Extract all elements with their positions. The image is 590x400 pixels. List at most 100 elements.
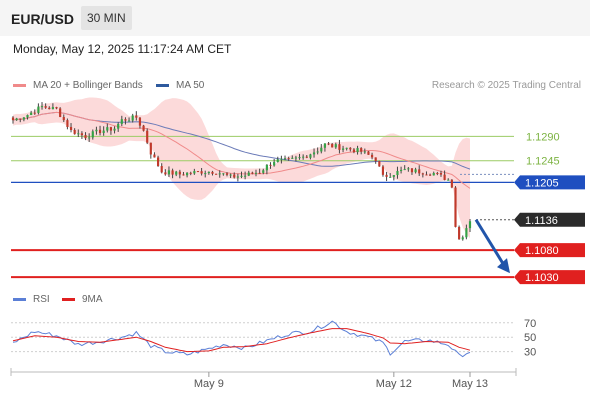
candle-body [138, 117, 142, 126]
candle-body [95, 129, 98, 132]
candle-body [338, 144, 341, 150]
candle-body [59, 108, 62, 118]
candle-body [19, 118, 22, 120]
candle-body [113, 128, 116, 131]
candle-body [124, 119, 127, 121]
candle-body [443, 174, 446, 180]
candle-body [312, 152, 316, 155]
candle-body [370, 154, 374, 158]
level-label-3: 1.1136 [525, 215, 558, 227]
candle-body [320, 147, 323, 152]
candle-body [465, 228, 468, 238]
candle-body [349, 147, 352, 150]
rsi-series-rsi [12, 320, 471, 358]
candle-body [381, 166, 385, 175]
candle-body [102, 130, 105, 134]
level-label-1: 1.1245 [526, 156, 560, 168]
candle-body [258, 172, 261, 174]
candle-body [51, 107, 54, 110]
candle-body [225, 173, 229, 175]
candle-body [429, 174, 432, 176]
level-label-5: 1.1030 [525, 272, 559, 284]
candle-body [77, 133, 80, 135]
candle-body [189, 172, 192, 174]
candle-body [399, 169, 403, 171]
candle-body [262, 170, 265, 173]
candle-body [450, 179, 453, 188]
candle-body [236, 176, 239, 178]
candle-body [363, 151, 366, 153]
candle-body [356, 148, 359, 153]
candle-body [146, 130, 149, 143]
level-tag-3 [514, 212, 585, 227]
candle-body [91, 131, 94, 138]
candle-body [30, 112, 33, 116]
candle-body [316, 151, 319, 153]
candle-body [418, 169, 421, 174]
candle-body [461, 237, 464, 240]
candle-body [454, 187, 457, 227]
candle-body [156, 157, 160, 167]
candle-body [84, 135, 87, 139]
candle-body [378, 161, 381, 167]
forecast-arrow-shaft [474, 218, 506, 266]
bollinger-band [13, 97, 470, 239]
level-label-2: 1.1205 [525, 177, 559, 189]
candle-body [468, 221, 472, 229]
legend-ma50-label: MA 50 [176, 80, 205, 91]
candle-body [269, 164, 272, 166]
legend-9ma: 9MA [62, 294, 103, 305]
ma50-swatch [156, 84, 169, 87]
pair-symbol: EUR/USD [11, 11, 75, 27]
candle-body [265, 164, 268, 171]
candle-body [403, 169, 406, 171]
candle-body [11, 117, 15, 121]
candle-body [127, 120, 131, 122]
candle-body [131, 115, 134, 121]
research-credit: Research © 2025 Trading Central [431, 80, 581, 91]
candle-body [135, 115, 138, 118]
legend-rsi: RSI [13, 294, 50, 305]
candle-body [425, 174, 428, 176]
candle-body [40, 106, 44, 108]
candle-body [22, 117, 25, 120]
candle-body [26, 115, 29, 118]
x-tick-label-1: May 12 [376, 378, 412, 390]
candle-body [33, 112, 36, 114]
candle-body [215, 173, 218, 175]
ma20-swatch [13, 84, 26, 87]
legend-ma20: MA 20 + Bollinger Bands [13, 80, 143, 91]
candle-body [367, 151, 370, 155]
candle-body [360, 148, 363, 152]
candle-body [149, 142, 152, 155]
candle-body [302, 156, 305, 158]
candle-body [153, 154, 156, 158]
candle-body [109, 127, 113, 131]
ma9-swatch [62, 298, 75, 301]
candle-body [222, 173, 225, 175]
x-tick-label-2: May 13 [452, 378, 488, 390]
candle-body [389, 176, 392, 178]
candle-body [193, 171, 196, 174]
candle-body [240, 175, 243, 177]
legend-ma20-label: MA 20 + Bollinger Bands [33, 80, 143, 91]
candle-body [334, 144, 337, 148]
candle-body [251, 172, 254, 174]
candle-body [48, 107, 51, 110]
timeframe-badge[interactable]: 30 MIN [81, 6, 132, 30]
rsi-series-9ma [12, 328, 471, 353]
candle-body [291, 157, 294, 159]
candle-body [273, 161, 276, 166]
candle-body [323, 143, 327, 148]
candle-body [331, 144, 334, 148]
candle-body [229, 174, 232, 176]
candle-body [352, 149, 356, 153]
candle-body [458, 226, 461, 240]
candle-body [407, 168, 410, 170]
candle-body [80, 133, 84, 136]
candle-body [178, 171, 181, 175]
candle-body [247, 172, 250, 176]
candle-body [37, 106, 40, 113]
candle-body [175, 171, 178, 175]
